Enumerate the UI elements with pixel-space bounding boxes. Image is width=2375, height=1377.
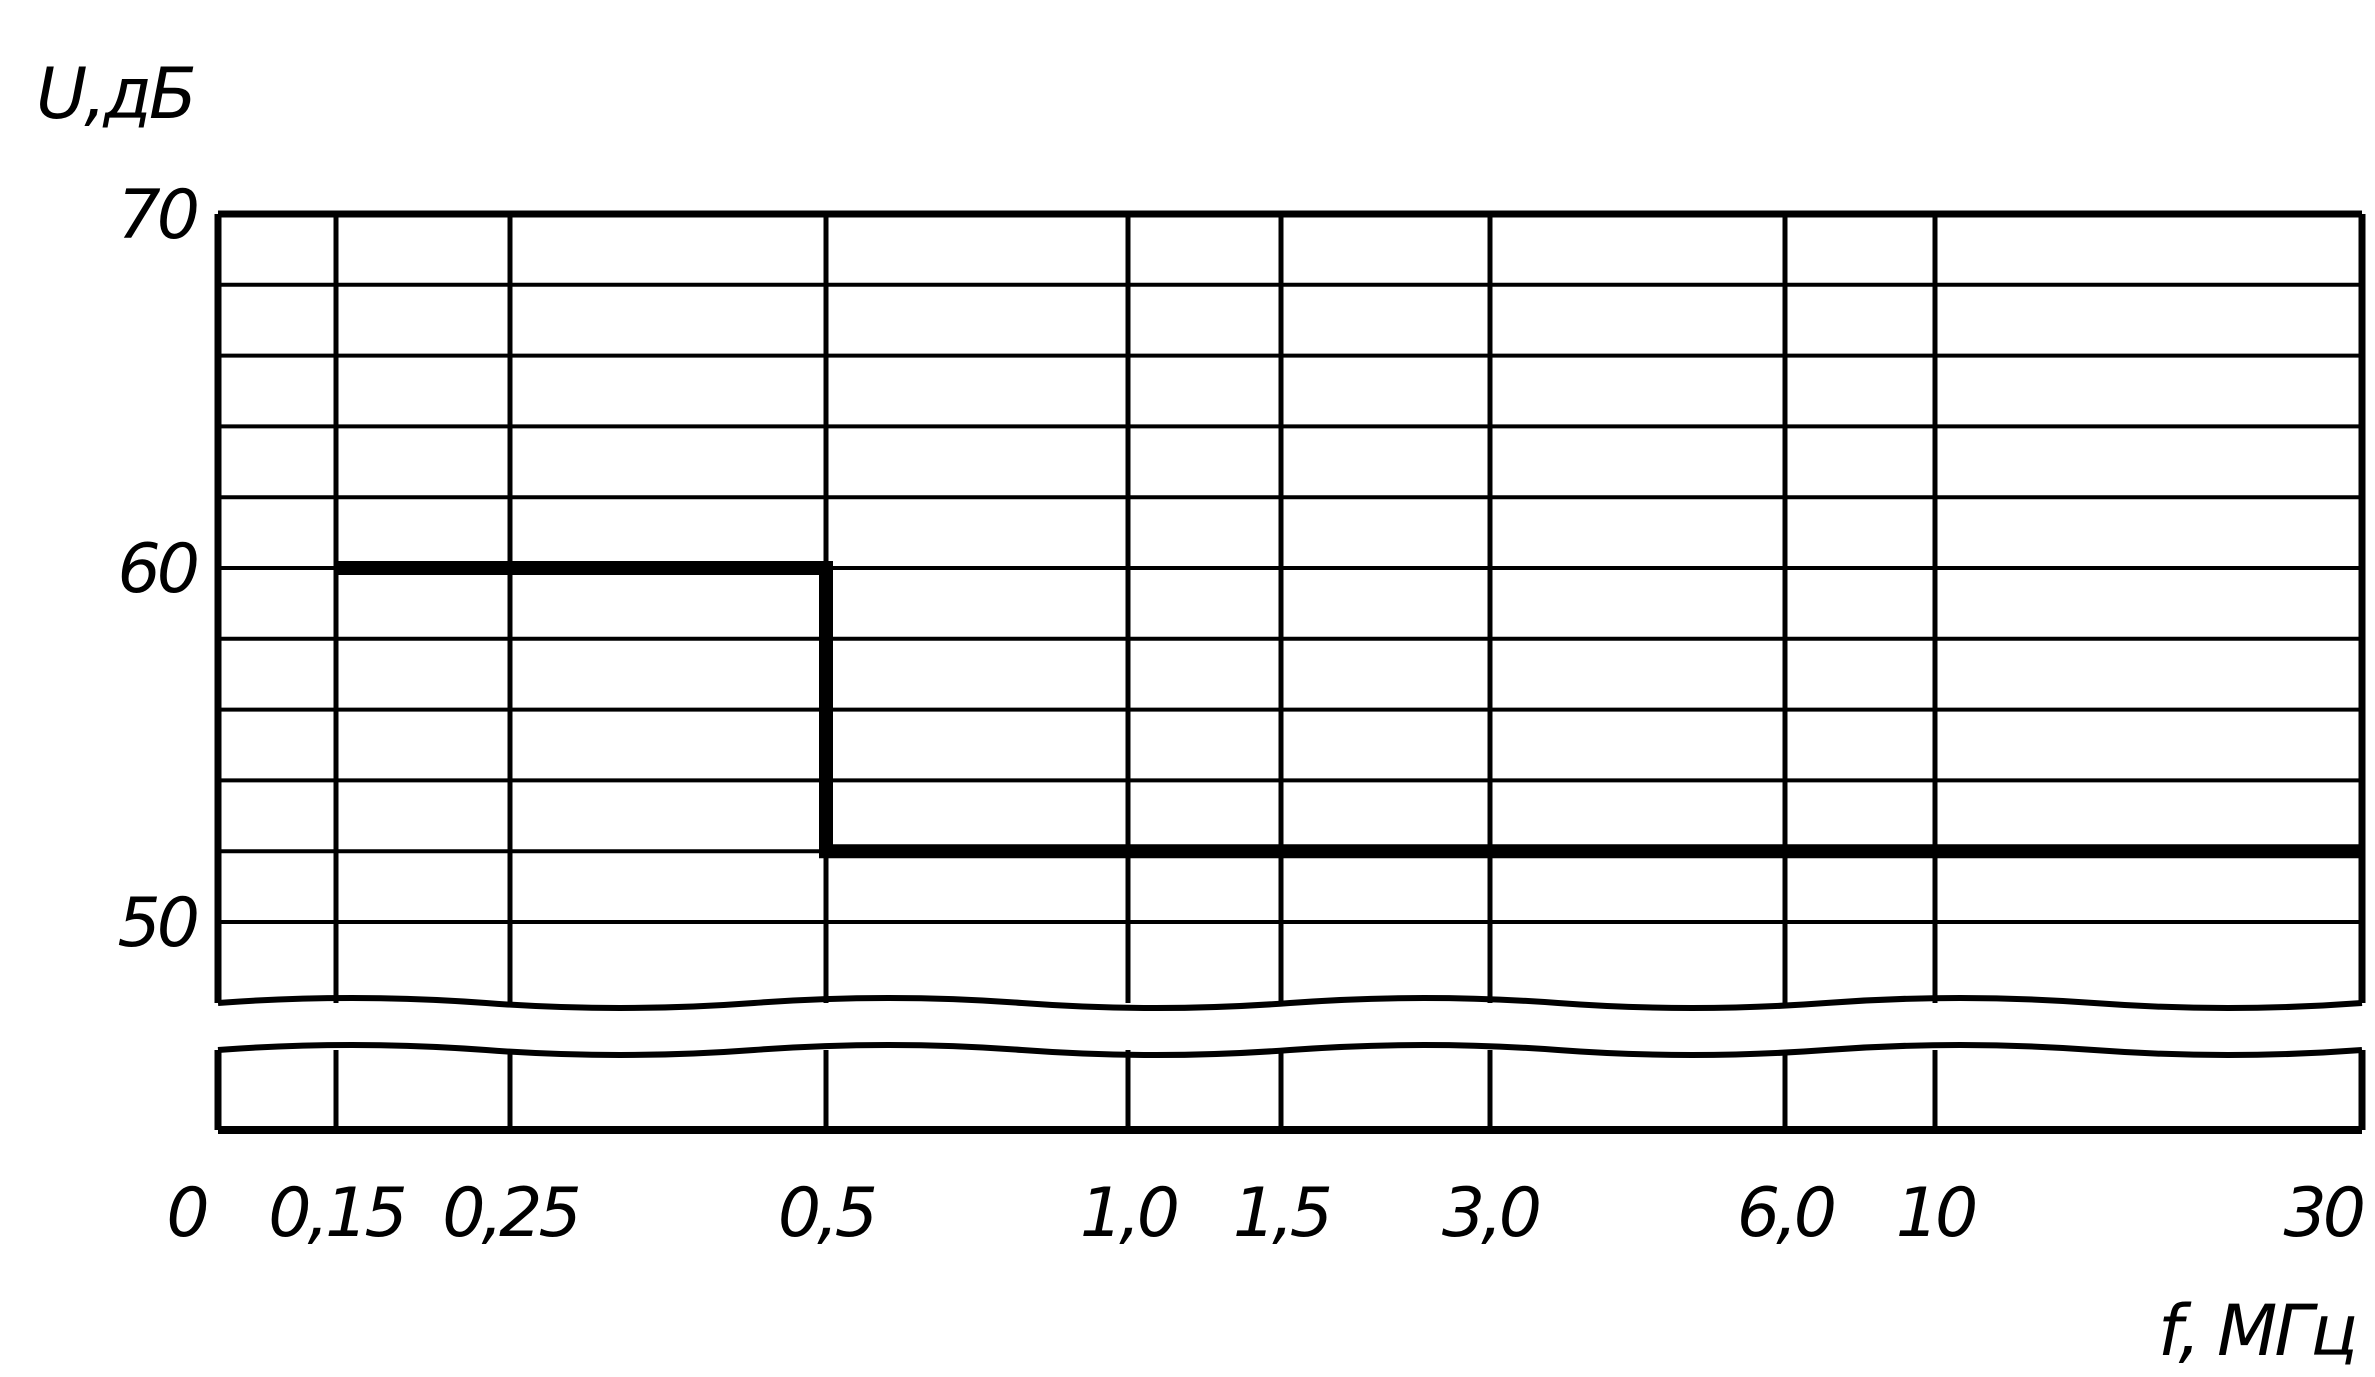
x-tick-label: 0,15 (268, 1174, 404, 1253)
x-tick-label: 0 (166, 1174, 206, 1253)
x-tick-label: 1,5 (1233, 1174, 1330, 1253)
axis-break-upper (217, 995, 2363, 1011)
frame (217, 210, 2363, 1134)
y-tick-labels: 70 60 50 (117, 176, 200, 963)
x-tick-label: 30 (2283, 1174, 2362, 1253)
x-tick-label: 1,0 (1080, 1174, 1177, 1253)
x-tick-labels: 0 0,15 0,25 0,5 1,0 1,5 3,0 6,0 10 30 (166, 1174, 2366, 1253)
x-tick-label: 6,0 (1737, 1174, 1834, 1253)
x-tick-label: 0,25 (442, 1174, 578, 1253)
series-line (336, 561, 2362, 859)
y-tick-label: 60 (117, 530, 196, 609)
x-tick-label: 10 (1896, 1174, 1975, 1253)
axis-break-lower (217, 1042, 2363, 1058)
grid (214, 212, 2366, 1130)
y-tick-label: 70 (117, 176, 196, 255)
x-tick-label: 3,0 (1442, 1174, 1539, 1253)
x-tick-label: 0,5 (778, 1174, 875, 1253)
y-tick-label: 50 (117, 884, 196, 963)
x-axis-label: f, МГц (2158, 1290, 2355, 1372)
series-layer (336, 561, 2362, 859)
y-axis-label: U,дБ (36, 53, 194, 135)
